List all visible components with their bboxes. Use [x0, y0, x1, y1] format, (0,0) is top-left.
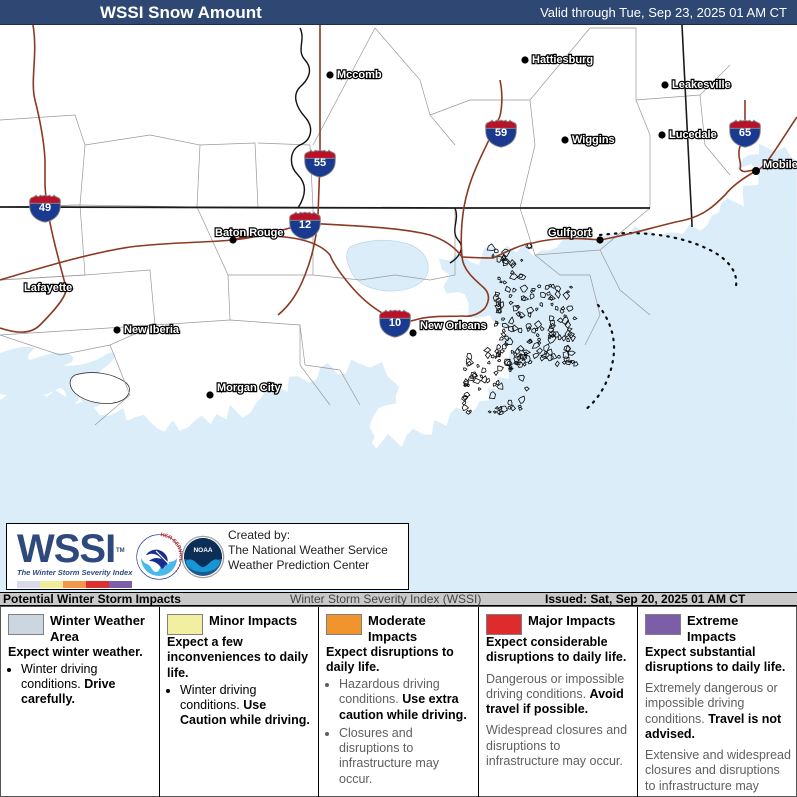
svg-text:Baton Rouge: Baton Rouge: [215, 227, 283, 239]
svg-text:Hattiesburg: Hattiesburg: [532, 54, 593, 66]
svg-text:49: 49: [39, 202, 51, 214]
svg-text:55: 55: [314, 157, 326, 169]
svg-text:Lafayette: Lafayette: [24, 282, 72, 294]
svg-text:Mobile: Mobile: [763, 159, 797, 171]
svg-text:WSSI: WSSI: [17, 527, 115, 571]
svg-text:Leakesville: Leakesville: [672, 79, 731, 91]
svg-text:12: 12: [299, 219, 311, 231]
svg-text:10: 10: [389, 317, 401, 329]
svg-text:New Orleans: New Orleans: [420, 320, 487, 332]
svg-text:Gulfport: Gulfport: [548, 227, 592, 239]
svg-text:Wiggins: Wiggins: [572, 134, 615, 146]
svg-text:Mccomb: Mccomb: [337, 69, 382, 81]
svg-text:Lucedale: Lucedale: [669, 129, 717, 141]
svg-text:Morgan City: Morgan City: [217, 382, 281, 394]
svg-text:New Iberia: New Iberia: [124, 324, 180, 336]
svg-text:NOAA: NOAA: [193, 547, 212, 554]
svg-text:65: 65: [739, 127, 751, 139]
svg-text:The Winter Storm Severity Inde: The Winter Storm Severity Index: [17, 568, 133, 577]
svg-text:59: 59: [495, 127, 507, 139]
svg-text:TM: TM: [116, 548, 125, 554]
